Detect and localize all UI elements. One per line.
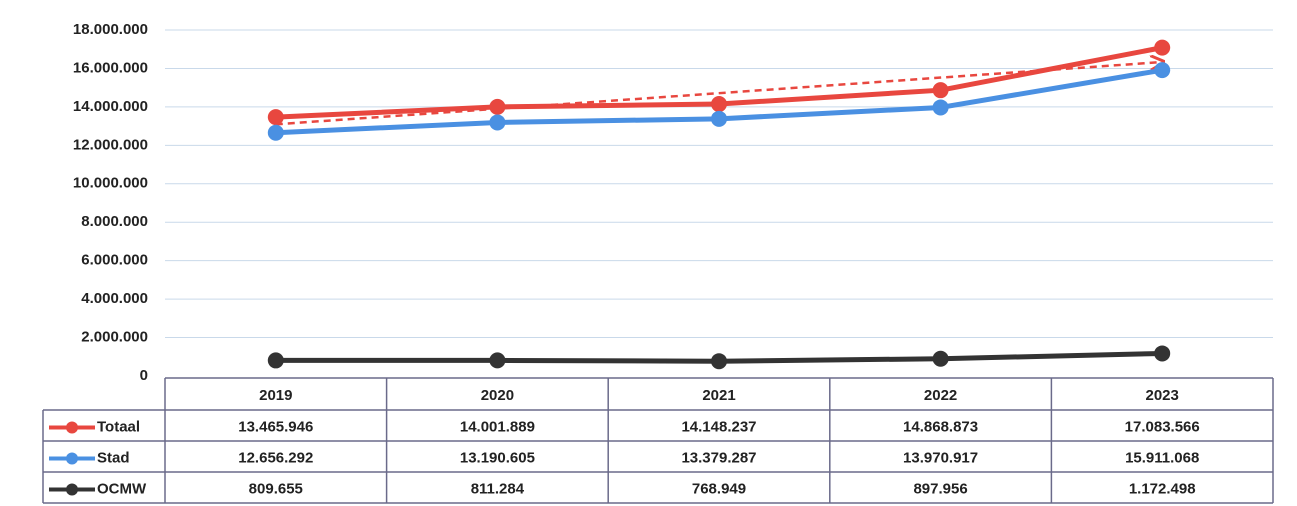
data-point [932, 99, 949, 116]
value-label: 1.172.498 [1129, 480, 1196, 497]
y-tick-label: 16.000.000 [73, 59, 148, 76]
data-point [489, 98, 506, 115]
y-tick-label: 14.000.000 [73, 98, 148, 115]
data-point [932, 82, 949, 99]
value-label: 14.148.237 [681, 418, 756, 435]
y-tick-label: 4.000.000 [81, 290, 148, 307]
x-tick-label: 2023 [1146, 387, 1179, 404]
data-point [489, 352, 506, 369]
data-point [1154, 62, 1171, 79]
value-label: 13.190.605 [460, 449, 535, 466]
trendline [275, 62, 1162, 126]
data-point [1154, 345, 1171, 362]
y-tick-label: 12.000.000 [73, 136, 148, 153]
legend-key-marker [66, 483, 78, 496]
data-point [711, 110, 727, 127]
legend-label: Stad [97, 449, 130, 466]
value-label: 15.911.068 [1125, 449, 1199, 466]
value-label: 13.970.917 [903, 449, 978, 466]
data-point [1154, 39, 1171, 56]
value-label: 13.379.287 [681, 449, 756, 466]
value-label: 14.868.873 [903, 418, 978, 435]
x-tick-label: 2022 [924, 387, 957, 404]
legend-key-marker [66, 421, 78, 434]
y-tick-label: 18.000.000 [73, 21, 148, 38]
data-point [267, 124, 284, 141]
value-label: 768.949 [692, 480, 746, 497]
y-tick-label: 6.000.000 [81, 252, 148, 269]
x-tick-label: 2019 [259, 387, 292, 404]
x-tick-label: 2021 [702, 387, 735, 404]
legend-key-marker [66, 452, 78, 465]
data-point [711, 96, 727, 113]
value-label: 12.656.292 [238, 449, 313, 466]
data-point [267, 352, 284, 369]
y-tick-label: 10.000.000 [73, 175, 148, 192]
data-point [711, 353, 727, 370]
value-label: 897.956 [913, 480, 967, 497]
value-label: 13.465.946 [238, 418, 313, 435]
value-label: 14.001.889 [460, 418, 535, 435]
data-point [267, 109, 284, 126]
value-label: 809.655 [249, 480, 303, 497]
y-tick-label: 2.000.000 [81, 329, 148, 346]
y-tick-label: 8.000.000 [81, 213, 148, 230]
legend-label: Totaal [97, 418, 140, 435]
data-point [489, 114, 506, 131]
legend-label: OCMW [97, 480, 147, 497]
x-tick-label: 2020 [481, 387, 514, 404]
y-tick-label: 0 [140, 367, 148, 384]
data-point [932, 350, 949, 367]
value-label: 811.284 [471, 480, 525, 497]
value-label: 17.083.566 [1125, 418, 1200, 435]
